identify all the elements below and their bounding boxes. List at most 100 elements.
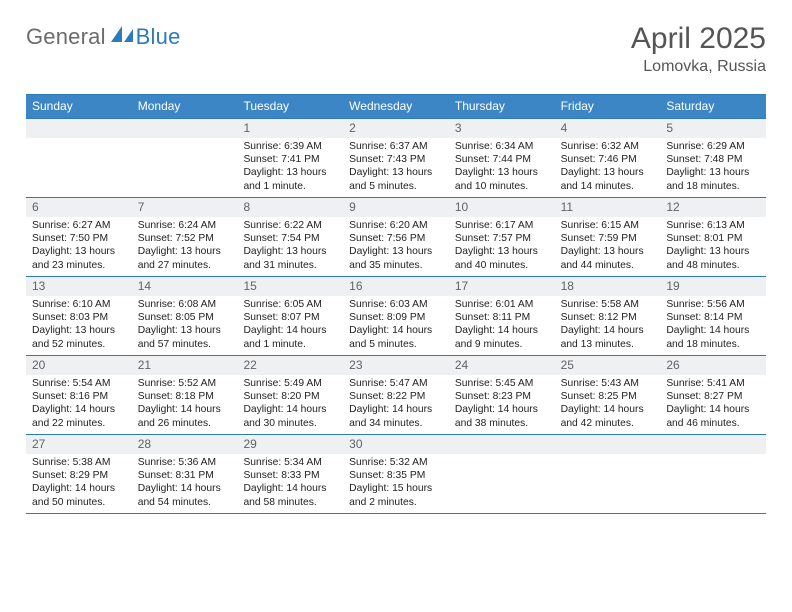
sunrise-text: Sunrise: 5:58 AM xyxy=(561,298,655,311)
daylight-text: Daylight: 14 hours and 58 minutes. xyxy=(243,482,337,508)
day-cell: 20Sunrise: 5:54 AMSunset: 8:16 PMDayligh… xyxy=(26,356,132,434)
dow-tuesday: Tuesday xyxy=(237,95,343,118)
day-body: Sunrise: 5:38 AMSunset: 8:29 PMDaylight:… xyxy=(26,454,132,509)
daylight-text: Daylight: 14 hours and 34 minutes. xyxy=(349,403,443,429)
weeks-container: 1Sunrise: 6:39 AMSunset: 7:41 PMDaylight… xyxy=(26,118,766,513)
sunset-text: Sunset: 8:05 PM xyxy=(138,311,232,324)
location: Lomovka, Russia xyxy=(631,58,766,76)
dow-thursday: Thursday xyxy=(449,95,555,118)
day-cell: 30Sunrise: 5:32 AMSunset: 8:35 PMDayligh… xyxy=(343,435,449,513)
sunset-text: Sunset: 8:20 PM xyxy=(243,390,337,403)
day-cell: 27Sunrise: 5:38 AMSunset: 8:29 PMDayligh… xyxy=(26,435,132,513)
day-cell: 9Sunrise: 6:20 AMSunset: 7:56 PMDaylight… xyxy=(343,198,449,276)
day-cell xyxy=(660,435,766,513)
day-body: Sunrise: 6:17 AMSunset: 7:57 PMDaylight:… xyxy=(449,217,555,272)
day-cell xyxy=(555,435,661,513)
daylight-text: Daylight: 14 hours and 9 minutes. xyxy=(455,324,549,350)
daylight-text: Daylight: 14 hours and 22 minutes. xyxy=(32,403,126,429)
sunrise-text: Sunrise: 6:20 AM xyxy=(349,219,443,232)
day-cell: 18Sunrise: 5:58 AMSunset: 8:12 PMDayligh… xyxy=(555,277,661,355)
day-body: Sunrise: 5:54 AMSunset: 8:16 PMDaylight:… xyxy=(26,375,132,430)
dow-wednesday: Wednesday xyxy=(343,95,449,118)
day-cell: 17Sunrise: 6:01 AMSunset: 8:11 PMDayligh… xyxy=(449,277,555,355)
day-cell xyxy=(132,119,238,197)
sunrise-text: Sunrise: 5:43 AM xyxy=(561,377,655,390)
day-cell: 4Sunrise: 6:32 AMSunset: 7:46 PMDaylight… xyxy=(555,119,661,197)
sunset-text: Sunset: 7:57 PM xyxy=(455,232,549,245)
daylight-text: Daylight: 14 hours and 13 minutes. xyxy=(561,324,655,350)
day-cell: 21Sunrise: 5:52 AMSunset: 8:18 PMDayligh… xyxy=(132,356,238,434)
day-cell: 26Sunrise: 5:41 AMSunset: 8:27 PMDayligh… xyxy=(660,356,766,434)
day-number: 17 xyxy=(449,277,555,296)
sunrise-text: Sunrise: 5:45 AM xyxy=(455,377,549,390)
sunrise-text: Sunrise: 6:10 AM xyxy=(32,298,126,311)
sunrise-text: Sunrise: 5:47 AM xyxy=(349,377,443,390)
day-cell: 2Sunrise: 6:37 AMSunset: 7:43 PMDaylight… xyxy=(343,119,449,197)
daylight-text: Daylight: 13 hours and 5 minutes. xyxy=(349,166,443,192)
daylight-text: Daylight: 13 hours and 31 minutes. xyxy=(243,245,337,271)
daylight-text: Daylight: 13 hours and 1 minute. xyxy=(243,166,337,192)
day-cell: 6Sunrise: 6:27 AMSunset: 7:50 PMDaylight… xyxy=(26,198,132,276)
daylight-text: Daylight: 14 hours and 18 minutes. xyxy=(666,324,760,350)
sunrise-text: Sunrise: 6:15 AM xyxy=(561,219,655,232)
sunset-text: Sunset: 8:33 PM xyxy=(243,469,337,482)
day-number: 27 xyxy=(26,435,132,454)
sunrise-text: Sunrise: 6:27 AM xyxy=(32,219,126,232)
sunrise-text: Sunrise: 6:03 AM xyxy=(349,298,443,311)
sunrise-text: Sunrise: 5:54 AM xyxy=(32,377,126,390)
day-number: 26 xyxy=(660,356,766,375)
sunrise-text: Sunrise: 5:38 AM xyxy=(32,456,126,469)
day-body: Sunrise: 6:08 AMSunset: 8:05 PMDaylight:… xyxy=(132,296,238,351)
day-number: 22 xyxy=(237,356,343,375)
day-body: Sunrise: 6:34 AMSunset: 7:44 PMDaylight:… xyxy=(449,138,555,193)
sunset-text: Sunset: 8:09 PM xyxy=(349,311,443,324)
sunrise-text: Sunrise: 5:32 AM xyxy=(349,456,443,469)
daylight-text: Daylight: 13 hours and 14 minutes. xyxy=(561,166,655,192)
day-cell: 23Sunrise: 5:47 AMSunset: 8:22 PMDayligh… xyxy=(343,356,449,434)
day-cell: 10Sunrise: 6:17 AMSunset: 7:57 PMDayligh… xyxy=(449,198,555,276)
sunset-text: Sunset: 7:52 PM xyxy=(138,232,232,245)
day-number: 1 xyxy=(237,119,343,138)
sunset-text: Sunset: 7:48 PM xyxy=(666,153,760,166)
daylight-text: Daylight: 14 hours and 1 minute. xyxy=(243,324,337,350)
day-number: 18 xyxy=(555,277,661,296)
day-body: Sunrise: 5:41 AMSunset: 8:27 PMDaylight:… xyxy=(660,375,766,430)
day-cell: 1Sunrise: 6:39 AMSunset: 7:41 PMDaylight… xyxy=(237,119,343,197)
daylight-text: Daylight: 14 hours and 26 minutes. xyxy=(138,403,232,429)
sunset-text: Sunset: 8:35 PM xyxy=(349,469,443,482)
day-number: 3 xyxy=(449,119,555,138)
sunset-text: Sunset: 8:22 PM xyxy=(349,390,443,403)
sunrise-text: Sunrise: 6:37 AM xyxy=(349,140,443,153)
daylight-text: Daylight: 13 hours and 18 minutes. xyxy=(666,166,760,192)
daylight-text: Daylight: 14 hours and 54 minutes. xyxy=(138,482,232,508)
day-cell: 29Sunrise: 5:34 AMSunset: 8:33 PMDayligh… xyxy=(237,435,343,513)
sunset-text: Sunset: 7:50 PM xyxy=(32,232,126,245)
sunset-text: Sunset: 8:29 PM xyxy=(32,469,126,482)
day-number: 25 xyxy=(555,356,661,375)
sunrise-text: Sunrise: 6:32 AM xyxy=(561,140,655,153)
sunset-text: Sunset: 7:44 PM xyxy=(455,153,549,166)
week-row: 27Sunrise: 5:38 AMSunset: 8:29 PMDayligh… xyxy=(26,434,766,513)
day-number: 12 xyxy=(660,198,766,217)
brand-logo: General Blue xyxy=(26,24,181,50)
sunset-text: Sunset: 8:31 PM xyxy=(138,469,232,482)
day-cell xyxy=(449,435,555,513)
day-cell: 5Sunrise: 6:29 AMSunset: 7:48 PMDaylight… xyxy=(660,119,766,197)
day-number: 24 xyxy=(449,356,555,375)
day-number: 20 xyxy=(26,356,132,375)
day-number: 16 xyxy=(343,277,449,296)
day-number: 9 xyxy=(343,198,449,217)
sunset-text: Sunset: 8:11 PM xyxy=(455,311,549,324)
sunset-text: Sunset: 8:18 PM xyxy=(138,390,232,403)
daylight-text: Daylight: 14 hours and 5 minutes. xyxy=(349,324,443,350)
brand-sail-icon xyxy=(111,26,133,42)
daylight-text: Daylight: 13 hours and 27 minutes. xyxy=(138,245,232,271)
sunset-text: Sunset: 8:27 PM xyxy=(666,390,760,403)
day-body: Sunrise: 6:13 AMSunset: 8:01 PMDaylight:… xyxy=(660,217,766,272)
day-number: 10 xyxy=(449,198,555,217)
day-body: Sunrise: 5:56 AMSunset: 8:14 PMDaylight:… xyxy=(660,296,766,351)
day-number: 11 xyxy=(555,198,661,217)
sunset-text: Sunset: 8:07 PM xyxy=(243,311,337,324)
day-body: Sunrise: 5:52 AMSunset: 8:18 PMDaylight:… xyxy=(132,375,238,430)
day-cell: 7Sunrise: 6:24 AMSunset: 7:52 PMDaylight… xyxy=(132,198,238,276)
